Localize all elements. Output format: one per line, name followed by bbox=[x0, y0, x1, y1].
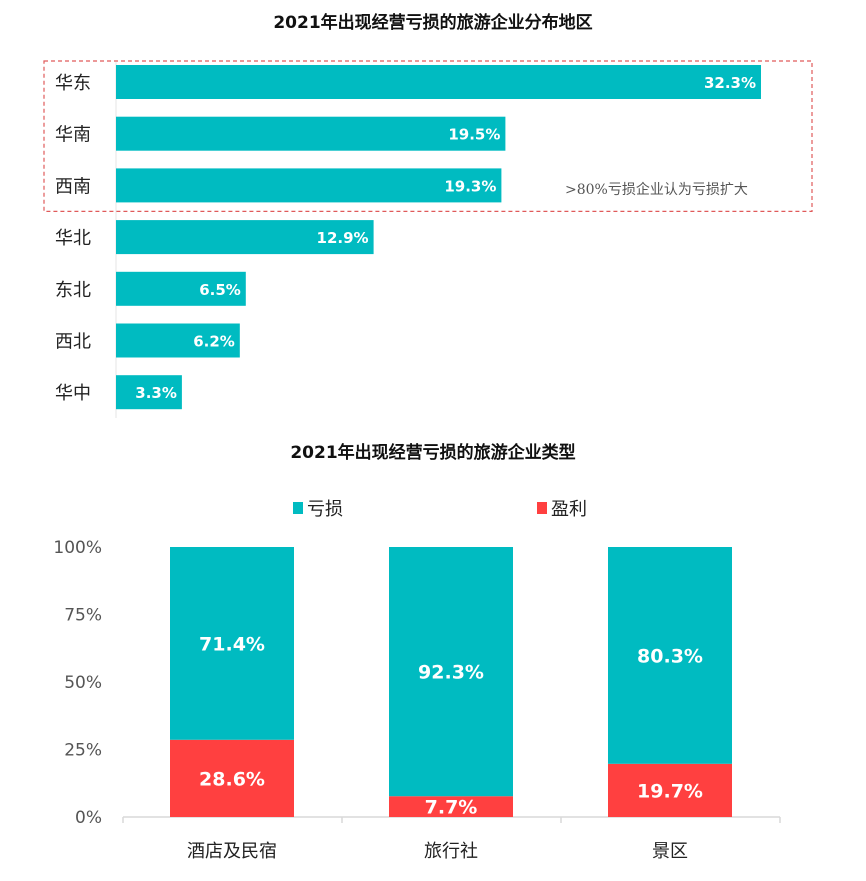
legend-swatch-盈利 bbox=[537, 502, 547, 514]
legend-label: 盈利 bbox=[551, 499, 587, 520]
data-label: 7.7% bbox=[425, 797, 478, 819]
data-label: 6.2% bbox=[193, 333, 235, 351]
bar-旅行社-盈利 bbox=[389, 796, 513, 817]
category-label: 景区 bbox=[652, 841, 688, 862]
bar-东北 bbox=[116, 271, 246, 306]
bar-景区-盈利 bbox=[608, 763, 732, 817]
bar-西北 bbox=[116, 323, 240, 358]
data-label: 19.5% bbox=[448, 126, 500, 144]
chart2-title: 2021年出现经营亏损的旅游企业类型 bbox=[290, 442, 575, 463]
bar-西南 bbox=[116, 168, 502, 203]
y-tick-label: 50% bbox=[64, 673, 102, 693]
y-tick-label: 75% bbox=[64, 606, 102, 626]
bar-华南 bbox=[116, 116, 506, 151]
bar-旅行社-亏损 bbox=[389, 547, 513, 797]
chart1-title: 2021年出现经营亏损的旅游企业分布地区 bbox=[273, 12, 592, 33]
y-tick-label: 100% bbox=[53, 538, 102, 558]
data-label: 19.7% bbox=[637, 780, 703, 802]
category-label: 西北 bbox=[55, 332, 91, 353]
chart2-plot: 0% 25% 50% 75% 100% 28.6% 71.4% 酒店及民宿 7.7% 92.3% 旅… bbox=[53, 499, 781, 862]
bar-酒店及民宿-盈利 bbox=[170, 739, 294, 817]
data-label: 32.3% bbox=[704, 74, 756, 92]
annotation: >80%亏损企业认为亏损扩大 bbox=[565, 181, 748, 198]
y-tick-label: 25% bbox=[64, 741, 102, 761]
data-label: 6.5% bbox=[199, 281, 241, 299]
category-label: 华东 bbox=[55, 73, 91, 94]
category-label: 旅行社 bbox=[424, 841, 478, 862]
data-label: 3.3% bbox=[135, 384, 177, 402]
chart1-plot: 32.3% 华东 19.5% 华南 19.3% 西南 12.9% 华北 6.5% 东北 6.2% 西北… bbox=[43, 60, 813, 418]
bar-酒店及民宿-亏损 bbox=[170, 547, 294, 740]
legend-swatch-亏损 bbox=[293, 502, 303, 514]
data-label: 92.3% bbox=[418, 662, 484, 684]
data-label: 19.3% bbox=[444, 177, 496, 195]
category-label: 东北 bbox=[55, 280, 91, 301]
category-label: 酒店及民宿 bbox=[187, 841, 277, 862]
bar-景区-亏损 bbox=[608, 547, 732, 764]
category-label: 华中 bbox=[55, 383, 91, 404]
data-label: 12.9% bbox=[317, 229, 369, 247]
y-tick-label: 0% bbox=[75, 808, 102, 828]
category-label: 华北 bbox=[55, 228, 91, 249]
bar-华中 bbox=[116, 375, 182, 410]
data-label: 71.4% bbox=[199, 633, 265, 655]
bar-华北 bbox=[116, 220, 374, 255]
data-label: 28.6% bbox=[199, 768, 265, 790]
legend-label: 亏损 bbox=[307, 499, 343, 520]
category-label: 华南 bbox=[55, 125, 91, 146]
highlight-box bbox=[43, 60, 813, 212]
data-label: 80.3% bbox=[637, 645, 703, 667]
category-label: 西南 bbox=[55, 176, 91, 197]
bar-华东 bbox=[116, 65, 761, 99]
